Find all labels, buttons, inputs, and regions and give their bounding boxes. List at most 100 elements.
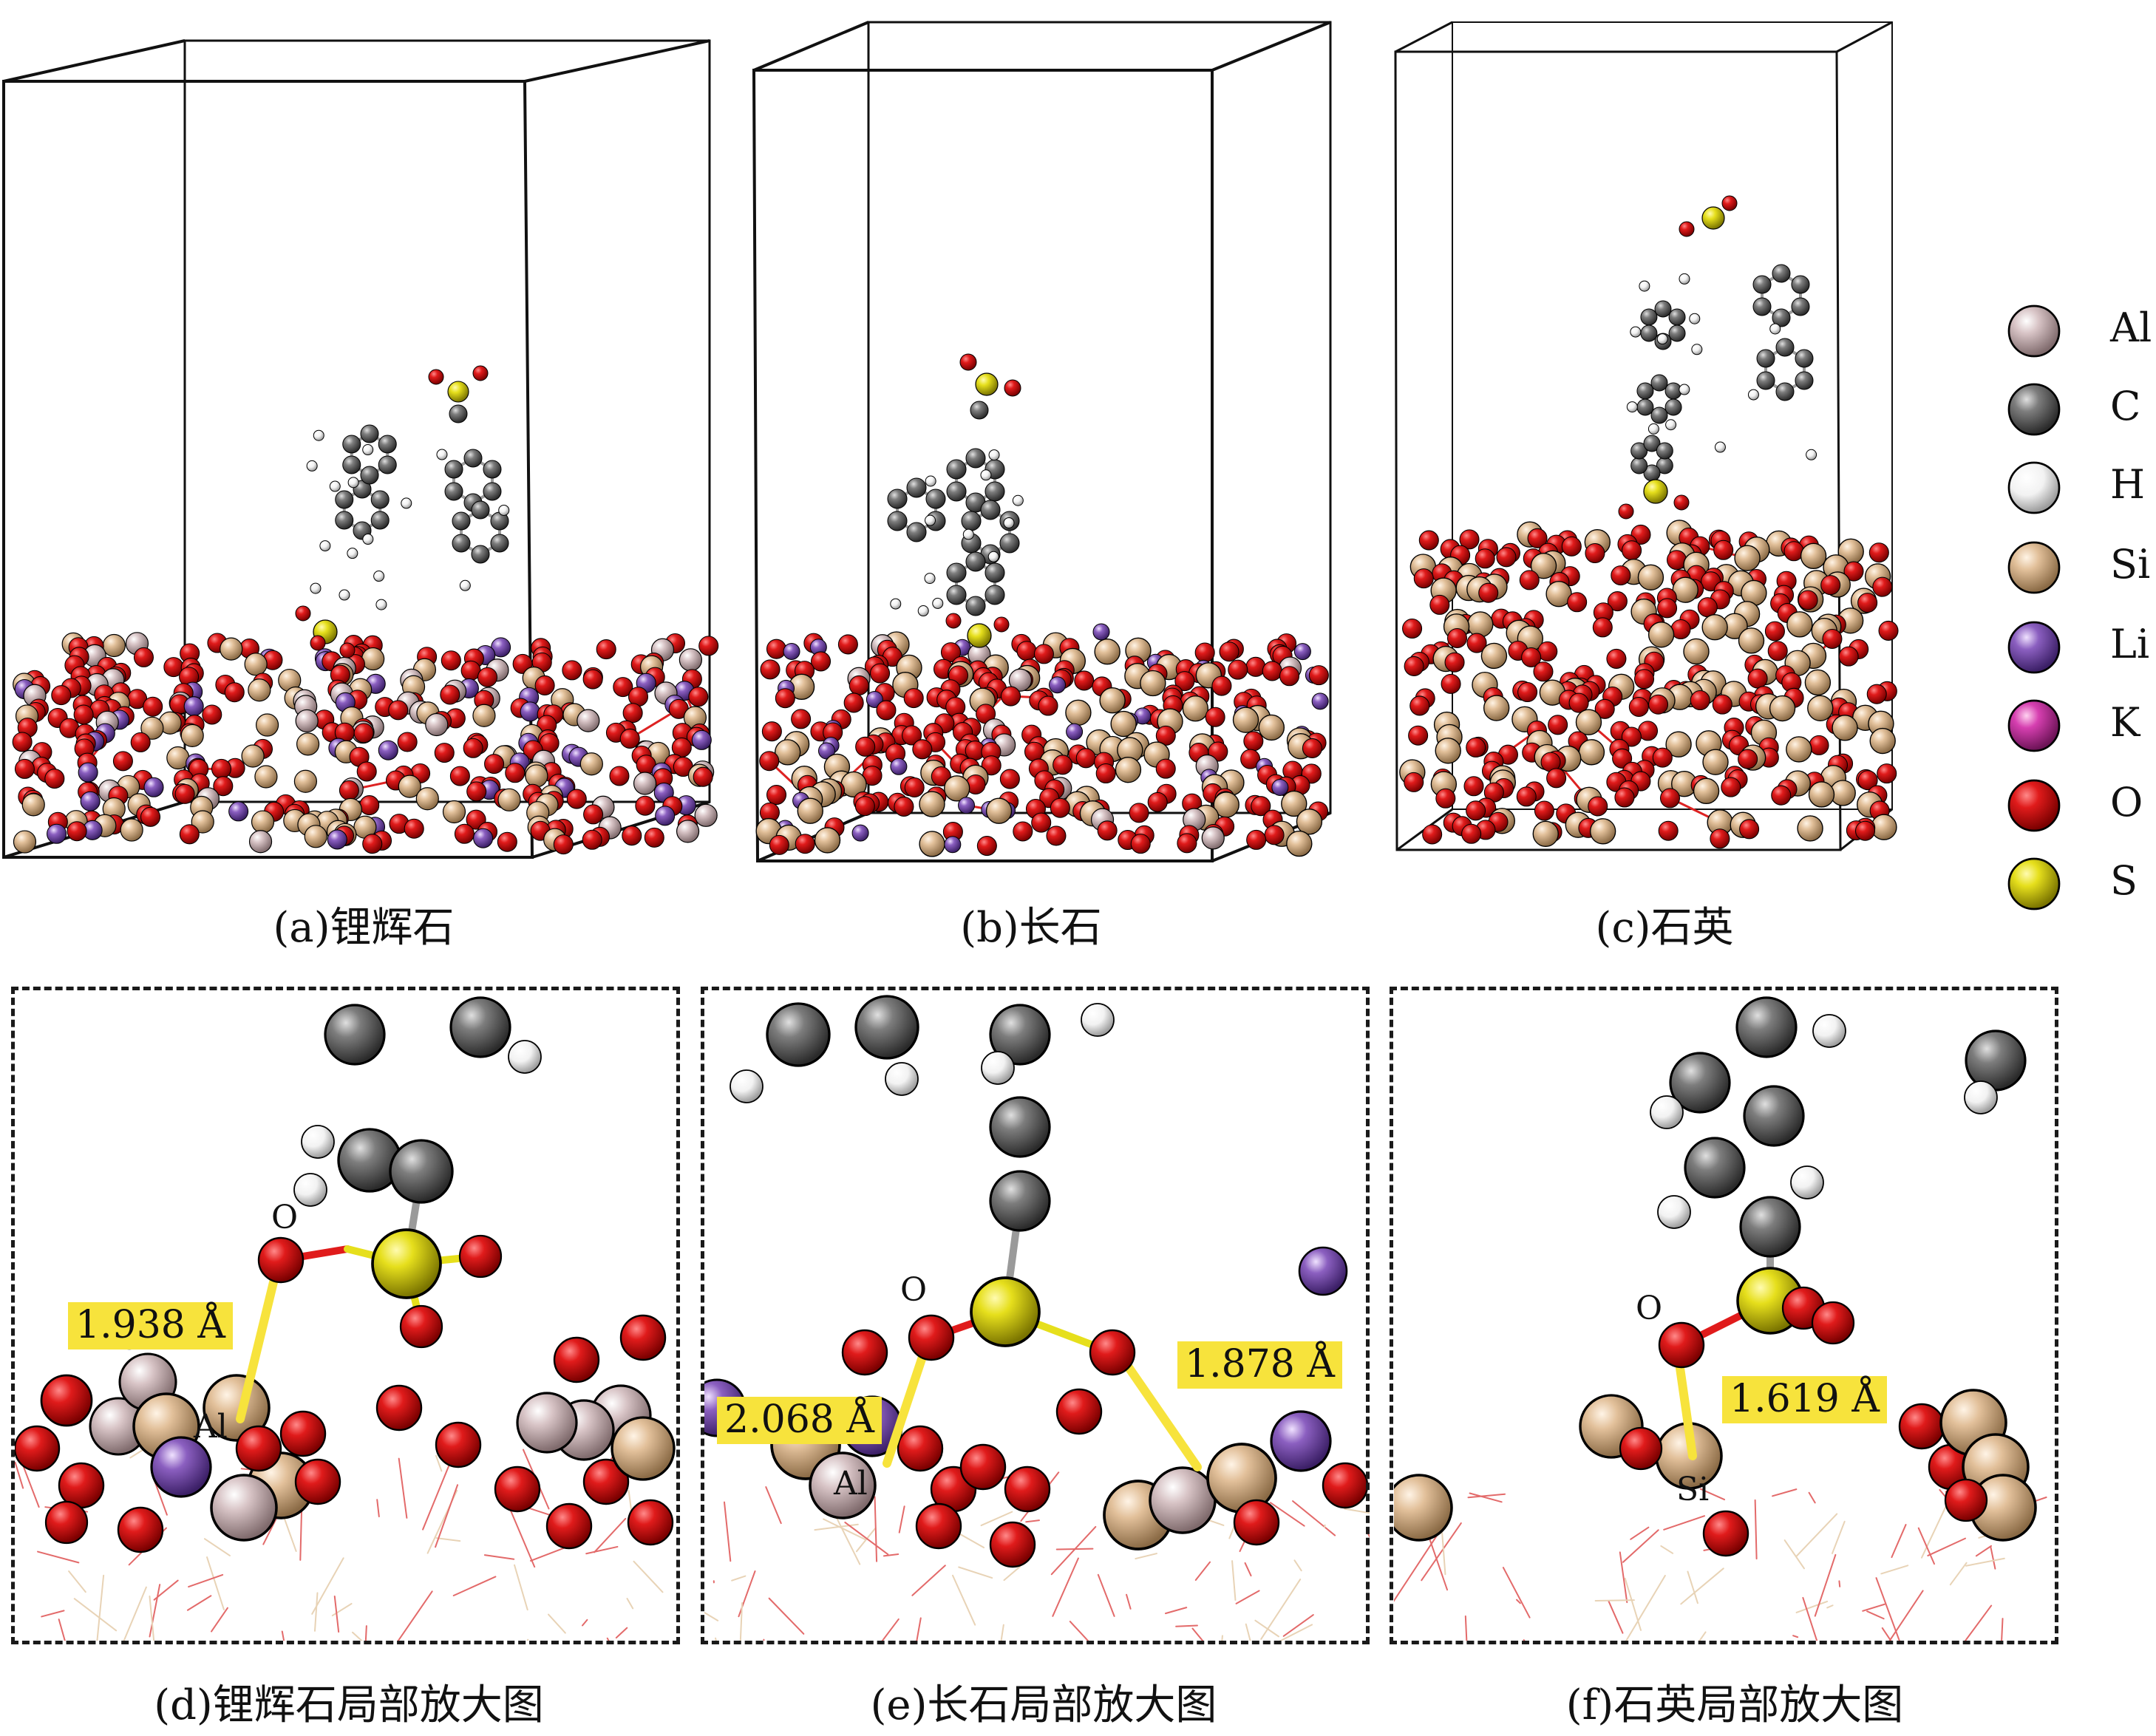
- legend-swatch-h: [2007, 461, 2061, 514]
- h-atom: [1714, 441, 1726, 453]
- o-atom: [14, 758, 35, 779]
- o-atom: [693, 766, 713, 787]
- o-atom: [388, 700, 409, 721]
- bond: [911, 1565, 946, 1596]
- o-atom: [1496, 547, 1517, 568]
- legend-swatch-s: [2007, 857, 2061, 910]
- bond: [1891, 1524, 1907, 1559]
- o-atom: [1517, 682, 1538, 703]
- li-atom: [851, 824, 869, 842]
- c-atom: [989, 1004, 1051, 1066]
- quartz-structure: [1399, 195, 1899, 849]
- o-atom: [1588, 796, 1608, 817]
- zoom-box-d: [11, 987, 680, 1644]
- o-atom: [1211, 675, 1232, 696]
- o-atom: [1001, 686, 1021, 707]
- c-atom: [342, 435, 361, 454]
- o-atom: [876, 700, 897, 721]
- bond: [1394, 1534, 1438, 1602]
- h-atom: [981, 1051, 1015, 1085]
- bond: [881, 1618, 900, 1641]
- legend-label-si: Si: [2110, 541, 2151, 588]
- o-atom: [1243, 731, 1264, 752]
- bond: [1795, 1600, 1829, 1613]
- spodumene-zoom-structure: [15, 996, 676, 1641]
- bond-distance-d: 1.938 Å: [68, 1302, 233, 1349]
- o-atom: [1521, 647, 1542, 667]
- si-atom: [13, 830, 37, 854]
- o-atom: [133, 647, 154, 667]
- bond: [1003, 1565, 1021, 1582]
- bond: [435, 1454, 443, 1472]
- c-atom: [946, 481, 967, 502]
- o-atom: [1658, 820, 1679, 841]
- o-atom: [295, 605, 311, 622]
- bond: [149, 1595, 155, 1641]
- o-atom: [51, 685, 72, 706]
- bond: [1917, 1527, 1936, 1565]
- si-atom: [1065, 699, 1092, 726]
- h-atom: [459, 579, 471, 591]
- o-atom: [1866, 684, 1887, 704]
- o-atom: [791, 709, 812, 729]
- o-atom: [1053, 755, 1073, 775]
- c-atom: [1650, 374, 1668, 392]
- c-atom: [1756, 371, 1775, 390]
- bond: [615, 1627, 628, 1639]
- c-atom: [342, 455, 361, 474]
- o-atom: [1822, 628, 1843, 649]
- o-atom: [1408, 725, 1429, 746]
- o-atom: [760, 659, 781, 680]
- bond: [1293, 1559, 1302, 1572]
- o-atom: [1548, 715, 1568, 735]
- c-atom: [389, 1139, 454, 1204]
- s-atom: [1701, 206, 1725, 230]
- bond: [823, 1518, 866, 1540]
- si-atom: [1286, 830, 1313, 857]
- c-atom: [483, 460, 502, 479]
- h-atom: [339, 589, 350, 601]
- o-atom: [582, 1458, 630, 1505]
- bond: [1069, 1621, 1089, 1641]
- h-atom: [329, 480, 341, 492]
- h-atom: [932, 597, 944, 609]
- o-atom: [1607, 591, 1628, 612]
- c-atom: [335, 490, 354, 509]
- legend-label-c: C: [2110, 383, 2141, 429]
- coordination-bond-e2: [1119, 1355, 1202, 1471]
- c-atom: [989, 1170, 1051, 1232]
- bond: [188, 1573, 224, 1588]
- c-atom: [1739, 1196, 1801, 1258]
- o-atom: [553, 1336, 600, 1383]
- li-atom: [1271, 778, 1289, 796]
- bond: [814, 1523, 859, 1531]
- bond: [1687, 1570, 1698, 1604]
- c-atom: [1752, 275, 1772, 294]
- o-atom: [1279, 666, 1300, 687]
- si-atom: [120, 818, 143, 842]
- o-atom: [1659, 788, 1681, 809]
- bond: [844, 1521, 889, 1556]
- o-atom: [235, 1425, 282, 1472]
- bond: [331, 1602, 353, 1617]
- legend-label-al: Al: [2110, 304, 2152, 351]
- caption-a: (a)锂辉石: [273, 904, 455, 952]
- c-atom: [1791, 275, 1810, 294]
- o-atom: [1033, 644, 1054, 664]
- bond: [1464, 1615, 1468, 1641]
- li-atom: [228, 801, 249, 822]
- bond: [1469, 1492, 1503, 1503]
- li-atom: [378, 740, 398, 760]
- h-atom: [1679, 273, 1690, 285]
- o-atom: [644, 827, 664, 848]
- h-atom: [980, 469, 992, 481]
- bond: [1135, 1553, 1157, 1560]
- o-atom: [1820, 575, 1841, 596]
- o-atom: [1441, 673, 1461, 694]
- al-atom: [425, 712, 449, 737]
- bond: [1660, 1545, 1674, 1554]
- si-atom: [1800, 542, 1827, 570]
- s-atom: [371, 1228, 442, 1299]
- li-atom: [183, 696, 204, 717]
